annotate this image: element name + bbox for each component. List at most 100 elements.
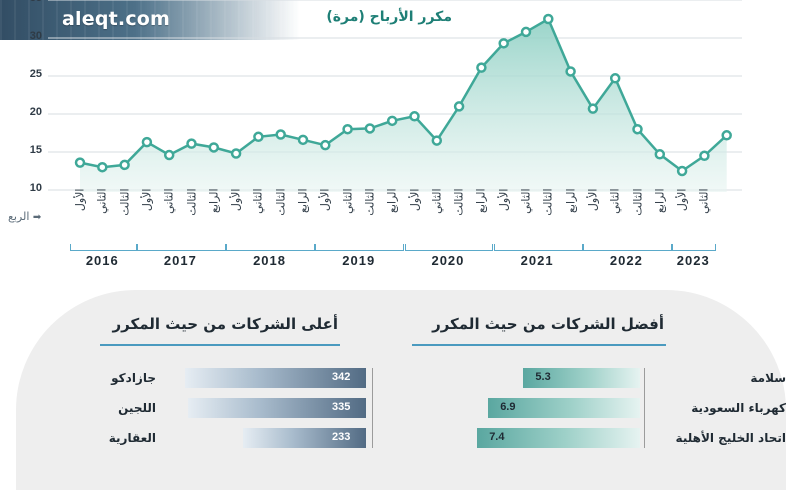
year-label-2019: 2019 (342, 253, 376, 268)
y-tick-30: 30 (29, 30, 42, 42)
data-point-13 (364, 123, 376, 134)
top-companies-title: أعلى الشركات من حيث المكرر (112, 315, 339, 333)
data-point-20 (520, 26, 532, 38)
quarter-label-15: الأول (408, 188, 421, 212)
data-point-21 (543, 13, 554, 25)
year-bracket-2020 (404, 244, 494, 251)
best-company-bar-0 (523, 368, 640, 388)
quarter-label-4: الثاني (162, 188, 176, 214)
year-bracket-2019 (315, 244, 405, 251)
data-point-16 (431, 135, 443, 146)
year-label-2023: 2023 (676, 253, 710, 268)
year-label-2016: 2016 (85, 253, 119, 268)
year-label-2022: 2022 (609, 253, 643, 268)
quarter-label-19: الأول (497, 188, 511, 212)
quarter-label-22: الرابع (564, 188, 578, 213)
year-label-2017: 2017 (163, 253, 197, 268)
top-company-value-2: 233 (332, 431, 351, 443)
data-point-9 (275, 129, 286, 140)
year-bracket-2018 (226, 244, 315, 251)
quarter-label-6: الرابع (207, 188, 221, 213)
top-company-name-2: العقارية (108, 431, 156, 445)
quarter-label-26: الرابع (653, 188, 667, 213)
data-point-6 (208, 142, 220, 153)
data-point-5 (186, 138, 197, 149)
data-point-28 (699, 150, 710, 162)
data-point-1 (97, 161, 108, 173)
header-band (0, 0, 300, 40)
left-chart-divider (372, 368, 373, 448)
best-company-value-2: 7.4 (489, 431, 505, 443)
top-company-name-1: اللجين (118, 401, 156, 415)
y-tick-10: 10 (29, 182, 42, 194)
top-company-name-0: جازادكو (111, 371, 156, 385)
quarter-label-16: الثاني (430, 188, 444, 214)
year-label-2020: 2020 (431, 253, 465, 268)
data-point-7 (230, 148, 242, 159)
data-point-10 (297, 134, 309, 146)
data-point-12 (342, 123, 353, 135)
data-point-19 (498, 38, 509, 49)
data-point-14 (386, 115, 398, 127)
best-company-value-1: 6.9 (500, 401, 516, 413)
x-axis-label: الربع ➡ (8, 210, 41, 223)
y-tick-20: 20 (29, 106, 42, 118)
best-company-name-2: اتحاد الخليج الأهلية (675, 431, 786, 445)
quarter-label-0: الأول (73, 188, 87, 212)
y-tick-35: 35 (0, 0, 42, 4)
year-label-2021: 2021 (520, 253, 554, 268)
best-company-name-1: كهرباء السعودية (691, 401, 786, 415)
data-point-27 (676, 165, 688, 177)
data-point-26 (654, 149, 666, 160)
year-bracket-2021 (493, 244, 583, 251)
quarter-label-2: الثالث (118, 188, 132, 216)
top-company-bar-0 (184, 368, 366, 388)
quarter-label-11: الأول (318, 188, 332, 212)
top-company-bar-1 (188, 398, 366, 418)
best-company-bar-2 (477, 428, 640, 448)
quarter-label-8: الثاني (251, 188, 265, 214)
data-point-15 (409, 111, 420, 122)
quarter-label-27: الأول (675, 188, 689, 212)
data-point-3 (141, 136, 153, 148)
quarter-label-3: الأول (140, 188, 154, 212)
year-label-2018: 2018 (253, 253, 286, 268)
data-point-2 (119, 159, 130, 171)
year-bracket-2016 (70, 244, 137, 251)
quarter-label-18: الرابع (474, 188, 488, 213)
right-chart-divider (644, 368, 645, 448)
y-tick-15: 15 (29, 144, 42, 156)
quarter-label-28: الثاني (697, 188, 711, 214)
chart-title: مكرر الأرباح (مرة) (326, 9, 452, 25)
best-companies-title: أفضل الشركات من حيث المكرر (432, 315, 664, 333)
quarter-label-20: الثاني (519, 188, 533, 214)
data-point-25 (632, 123, 643, 135)
quarter-label-13: الثالث (363, 188, 377, 216)
data-point-4 (163, 149, 175, 161)
best-company-value-0: 5.3 (535, 371, 551, 383)
data-point-18 (476, 62, 487, 73)
data-point-8 (253, 131, 264, 143)
site-name: aleqt.com (62, 8, 171, 30)
quarter-label-9: الثالث (274, 188, 288, 216)
data-point-0 (74, 157, 86, 168)
arrow-right-icon: ➡ (32, 212, 42, 223)
quarter-label-14: الرابع (385, 188, 399, 213)
best-companies-title-underline (412, 344, 666, 346)
data-point-22 (565, 66, 576, 77)
best-company-name-0: سلامة (750, 371, 786, 385)
quarter-label-25: الثالث (631, 188, 644, 216)
pe-ratio-chart (48, 0, 742, 192)
best-company-bar-1 (488, 398, 640, 418)
quarter-label-24: الثاني (608, 188, 622, 214)
quarter-label-17: الثالث (452, 188, 466, 216)
area-fill (80, 19, 727, 192)
data-point-24 (609, 73, 621, 84)
quarter-label-7: الأول (229, 188, 243, 212)
quarter-label-1: الثاني (95, 188, 109, 214)
y-tick-25: 25 (29, 68, 42, 80)
top-companies-title-underline (100, 344, 340, 346)
quarter-label-12: الثاني (341, 188, 355, 214)
data-point-29 (721, 130, 732, 141)
